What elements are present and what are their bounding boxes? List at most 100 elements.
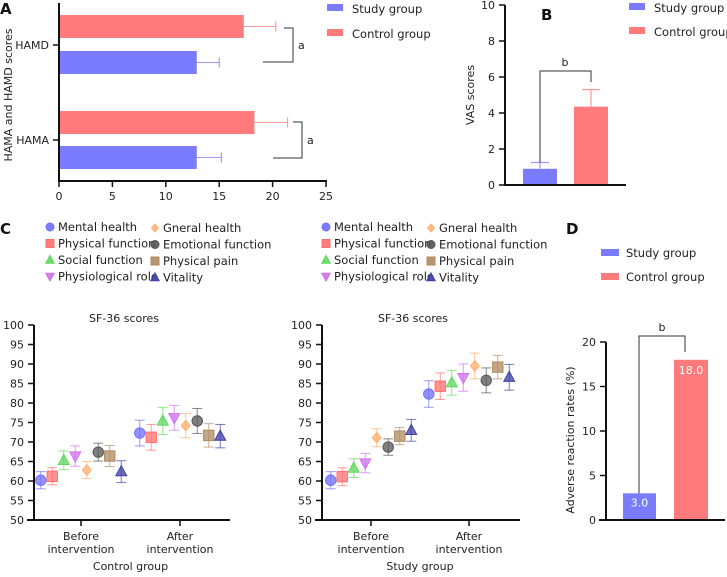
y-tick-label-d: 0 [589,514,596,527]
legend-marker-physical-pain-icon [426,256,436,266]
bar-a-control [60,15,244,38]
x-tick-label: intervention [436,543,503,556]
data-point-gneral-health [81,464,92,477]
y-tick-label-a: HAMD [15,39,49,52]
legend-label: Physiological role [334,270,434,284]
data-point-physical-pain [104,450,116,462]
legend-label: Gneral health [163,221,241,235]
panel-label-d: D [566,220,578,238]
legend-marker-physiological-role-icon [44,272,56,283]
legend-c2: Mental health Physical function Social fun… [320,220,547,285]
data-point-vitality [114,464,128,477]
bar-b-study [523,168,557,184]
y-tick-label-d: 10 [582,425,596,438]
bar-d-study [623,493,656,519]
chart-title: SF-36 scores [89,312,159,325]
x-tick-label: Before [353,530,389,543]
legend-label: Physical pain [439,254,514,268]
chart-c-control: SF-36 scores 50 55 60 65 70 75 80 85 90 95 100 Befor… [3,312,230,573]
y-axis-title-b: VAS scores [464,65,477,125]
data-point-emotional-function [92,446,104,458]
legend-a-control-label: Control group [352,27,431,41]
data-point-physiological-role [456,372,470,385]
y-tick-label-d: 15 [582,381,596,394]
legend-marker-physiological-role-icon [320,272,332,283]
y-tick-label: 85 [10,378,24,391]
y-tick-label: 70 [298,436,312,449]
legend-marker-social-function-icon [320,254,332,264]
data-point-mental-health [325,474,337,486]
legend-marker-physical-function-icon [45,239,55,248]
significance-bracket-b [539,70,592,163]
x-tick-label: After [167,530,194,543]
x-tick-label: intervention [48,543,115,556]
data-point-social-function [156,413,170,426]
y-tick-label-b: 6 [488,71,495,84]
data-point-emotional-function [382,441,394,453]
y-tick-label: 55 [298,495,312,508]
y-tick-label-d: 20 [582,336,596,349]
y-tick-label: 55 [10,495,24,508]
chart-b: 0 2 4 6 8 10 b VAS scores [464,0,626,192]
x-axis-title: Study group [386,560,453,573]
bar-a-control [60,111,255,134]
x-tick-label-a: 0 [56,190,63,203]
x-tick-label-a: 10 [159,190,173,203]
legend-a-control-swatch [327,29,343,36]
bar-a-study [60,51,197,74]
legend-label: Mental health [58,220,137,234]
legend-marker-social-function-icon [44,254,56,264]
legend-marker-physical-function-icon [321,239,331,248]
y-tick-label: 95 [10,339,24,352]
legend-b-study-swatch [629,3,645,10]
data-point-physiological-role [68,451,82,464]
legend-label: Vitality [439,271,479,285]
y-tick-label: 60 [10,475,24,488]
data-point-physiological-role [167,413,181,425]
y-axis-title-d: Adverse reaction rates (%) [564,366,577,513]
x-tick-label-a: 15 [212,190,226,203]
data-point-physical-function [434,380,446,392]
bar-b-control [574,106,608,184]
y-tick-label-b: 10 [481,0,495,12]
legend-label: Emotional function [163,238,271,252]
legend-label: Mental health [334,220,413,234]
legend-label: Social function [334,253,419,267]
legend-b-control-swatch [629,27,645,34]
legend-marker-emotional-function-icon [426,240,436,249]
y-tick-label: 65 [298,456,312,469]
panel-label-b: B [541,6,552,24]
legend-label: Emotional function [439,238,547,252]
y-tick-label: 50 [10,514,24,527]
data-point-vitality [502,370,516,382]
y-tick-label: 85 [298,378,312,391]
legend-label: Vitality [163,271,203,285]
legend-marker-physical-pain-icon [150,256,160,266]
data-point-emotional-function [191,415,203,427]
x-axis-title: Control group [93,560,168,573]
data-point-mental-health [423,388,435,400]
bar-d-control [674,359,708,519]
x-tick-label: Before [63,530,99,543]
legend-b: Study group Control group [629,1,727,39]
chart-title: SF-36 scores [378,312,448,325]
data-point-vitality [213,429,227,441]
data-point-physiological-role [358,458,372,471]
legend-label: Physical pain [163,254,238,268]
y-tick-label: 65 [10,456,24,469]
significance-label-b: b [562,56,569,69]
significance-label-d: b [659,321,666,334]
legend-c: Mental health Physical function Social fun… [44,220,271,285]
y-tick-label: 100 [3,319,24,332]
data-point-physical-pain [394,430,406,442]
legend-d-study-swatch [601,249,619,256]
chart-d: 0 5 10 15 20 3.0 18.0 b Adverse reaction rates (… [564,321,725,527]
legend-b-control-label: Control group [654,25,727,39]
significance-bracket-a [263,27,294,63]
legend-d-control-label: Control group [626,270,705,284]
data-point-vitality [404,423,418,435]
legend-a-study-swatch [327,4,343,11]
x-tick-label: After [456,530,483,543]
y-tick-label: 90 [298,358,312,371]
legend-marker-emotional-function-icon [150,240,160,249]
